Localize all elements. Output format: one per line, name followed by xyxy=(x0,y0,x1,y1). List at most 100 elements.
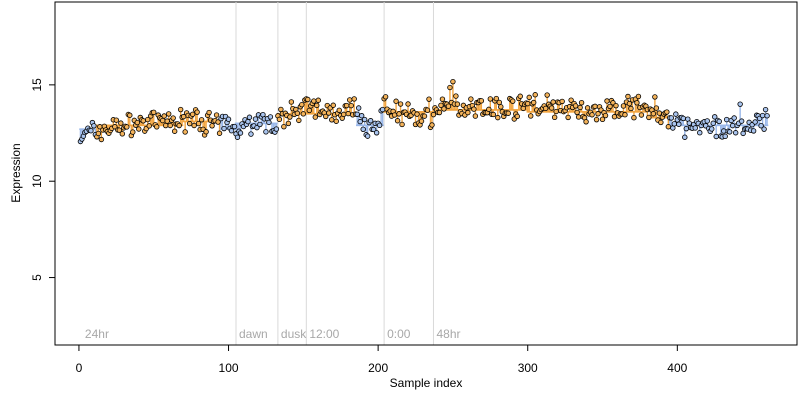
data-point xyxy=(738,118,745,124)
data-point xyxy=(231,123,238,130)
data-point xyxy=(465,109,471,116)
data-point xyxy=(514,113,520,120)
data-point xyxy=(397,101,404,107)
data-point xyxy=(454,101,461,107)
data-point xyxy=(376,122,383,129)
data-point xyxy=(450,78,456,85)
data-point xyxy=(471,106,477,112)
data-point xyxy=(716,118,722,125)
data-point xyxy=(578,99,585,106)
data-point xyxy=(418,118,425,124)
data-point xyxy=(215,119,221,125)
data-point xyxy=(526,94,532,101)
data-point xyxy=(565,114,571,121)
data-point xyxy=(668,115,675,121)
data-point xyxy=(697,130,703,136)
data-point xyxy=(370,126,377,133)
data-point xyxy=(490,111,497,118)
data-point xyxy=(194,109,200,115)
data-point xyxy=(732,130,739,136)
data-point xyxy=(589,112,595,118)
data-point xyxy=(634,100,640,106)
data-point xyxy=(723,116,730,123)
data-point xyxy=(399,121,405,128)
data-point xyxy=(285,120,292,127)
data-point xyxy=(299,101,305,108)
data-point xyxy=(542,105,549,112)
data-point xyxy=(130,129,136,135)
data-point xyxy=(357,118,363,125)
data-point xyxy=(177,106,184,113)
data-point xyxy=(682,134,688,140)
data-point xyxy=(341,111,347,118)
data-point xyxy=(761,126,767,132)
data-point xyxy=(553,108,559,115)
data-point xyxy=(91,123,97,129)
data-point xyxy=(731,115,737,121)
data-point xyxy=(382,94,389,100)
data-point xyxy=(134,119,140,126)
data-point xyxy=(348,102,354,109)
data-point xyxy=(127,112,133,118)
data-point xyxy=(602,112,609,119)
data-point xyxy=(287,114,293,120)
data-point xyxy=(599,116,606,123)
phase-label: 12:00 xyxy=(309,327,339,341)
data-point xyxy=(548,105,555,111)
phase-label: dusk xyxy=(281,327,307,341)
data-point xyxy=(323,113,329,120)
data-point xyxy=(300,111,307,117)
data-point xyxy=(278,106,284,113)
data-point xyxy=(704,118,710,124)
data-point xyxy=(656,110,663,116)
data-point xyxy=(206,109,212,116)
data-point xyxy=(354,111,360,117)
data-point xyxy=(421,113,428,119)
data-point xyxy=(710,120,716,126)
data-point xyxy=(638,112,645,118)
data-point xyxy=(151,109,157,116)
data-point xyxy=(360,126,366,132)
data-point xyxy=(713,133,719,140)
data-point xyxy=(758,123,764,129)
data-point xyxy=(447,84,453,91)
data-point xyxy=(160,117,166,124)
data-point xyxy=(737,101,743,107)
data-point xyxy=(186,120,193,127)
data-point xyxy=(631,114,637,121)
data-point xyxy=(276,116,283,123)
data-point xyxy=(394,118,401,124)
data-point xyxy=(140,118,146,124)
data-point xyxy=(680,115,687,122)
data-point xyxy=(496,99,503,106)
data-point xyxy=(426,96,432,102)
data-point xyxy=(257,121,263,128)
data-point xyxy=(145,116,151,123)
data-point xyxy=(367,118,374,124)
data-point xyxy=(551,114,558,121)
data-point xyxy=(625,93,631,100)
data-point xyxy=(531,99,537,106)
x-tick-label: 400 xyxy=(667,361,687,375)
data-point xyxy=(430,111,437,118)
data-point xyxy=(98,136,105,143)
data-point xyxy=(312,114,318,120)
data-point xyxy=(405,101,411,107)
data-point xyxy=(752,119,758,125)
data-point xyxy=(607,103,613,110)
data-point xyxy=(347,97,353,103)
data-point xyxy=(620,103,627,109)
data-point xyxy=(306,107,313,114)
data-point xyxy=(692,125,698,131)
data-point xyxy=(414,111,420,117)
data-point xyxy=(364,133,371,139)
data-point xyxy=(119,131,126,137)
data-point xyxy=(658,119,664,126)
y-axis-label: Expression xyxy=(9,143,23,202)
data-point xyxy=(487,96,494,102)
data-point xyxy=(762,106,769,113)
data-point xyxy=(441,106,447,112)
data-point xyxy=(88,127,94,134)
data-point xyxy=(213,112,220,118)
data-point xyxy=(722,133,728,140)
